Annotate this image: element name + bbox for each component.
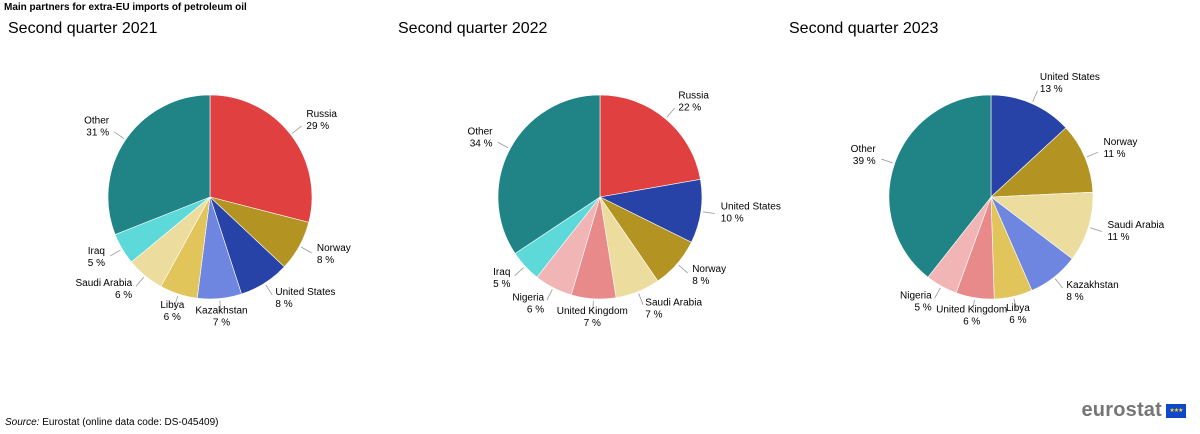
slice-label-kazakhstan: Kazakhstan: [1066, 280, 1118, 291]
pie-slice-other: [888, 94, 992, 278]
slice-value-nigeria: 5 %: [914, 303, 931, 314]
slice-value-norway: 8 %: [692, 276, 709, 287]
pie-slice-other: [497, 94, 601, 254]
slice-label-libya: Libya: [1006, 303, 1030, 314]
eu-flag-icon: ★★★: [1166, 403, 1186, 418]
leader-line-libya: [1013, 298, 1017, 311]
leader-line-united-states: [265, 284, 273, 296]
pie-slice-united-states: [990, 94, 1067, 198]
slice-value-kazakhstan: 7 %: [213, 318, 230, 329]
slice-value-iraq: 5 %: [493, 279, 510, 290]
slice-label-kazakhstan: Kazakhstan: [195, 306, 247, 317]
slice-label-other: Other: [467, 126, 493, 137]
slice-label-other: Other: [84, 115, 110, 126]
slice-value-saudi-arabia: 6 %: [115, 290, 132, 301]
leader-line-russia: [291, 125, 302, 134]
slice-value-russia: 29 %: [306, 121, 329, 132]
slice-label-united-kingdom: United Kingdom: [936, 305, 1007, 316]
slice-value-other: 31 %: [86, 127, 109, 138]
leader-line-nigeria: [546, 289, 553, 301]
slice-label-saudi-arabia: Saudi Arabia: [75, 278, 132, 289]
slice-label-russia: Russia: [306, 109, 337, 120]
pie-title-2023: Second quarter 2023: [789, 20, 939, 37]
slice-value-other: 34 %: [470, 138, 493, 149]
slice-label-nigeria: Nigeria: [512, 292, 544, 303]
slice-label-united-kingdom: United Kingdom: [557, 306, 628, 317]
pie-title-2021: Second quarter 2021: [8, 20, 158, 37]
source-note: Source: Eurostat (online data code: DS-0…: [5, 417, 218, 428]
leader-line-other: [881, 158, 893, 164]
slice-label-nigeria: Nigeria: [900, 291, 932, 302]
slice-value-libya: 6 %: [1009, 315, 1026, 326]
slice-label-russia: Russia: [678, 91, 709, 102]
leader-line-norway: [678, 264, 688, 274]
leader-line-saudi-arabia: [1090, 227, 1102, 232]
slice-label-saudi-arabia: Saudi Arabia: [645, 297, 702, 308]
slice-value-saudi-arabia: 7 %: [645, 309, 662, 320]
leader-line-other: [497, 141, 509, 149]
leader-line-norway: [300, 246, 312, 254]
leader-line-saudi-arabia: [135, 276, 145, 287]
chart-title: Main partners for extra-EU imports of pe…: [4, 2, 247, 13]
pie-slice-saudi-arabia: [990, 191, 1094, 260]
pie-title-2022: Second quarter 2022: [398, 20, 548, 37]
slice-label-united-states: United States: [721, 201, 781, 212]
slice-value-nigeria: 6 %: [527, 304, 544, 315]
leader-line-iraq: [109, 249, 121, 257]
leader-line-united-states: [1032, 90, 1038, 102]
leader-line-nigeria: [934, 287, 941, 299]
slice-label-united-states: United States: [1040, 72, 1100, 83]
slice-value-united-states: 8 %: [275, 299, 292, 310]
slice-value-united-states: 10 %: [721, 213, 744, 224]
slice-value-united-kingdom: 7 %: [584, 318, 601, 329]
leader-line-kazakhstan: [219, 300, 222, 313]
slice-label-norway: Norway: [1104, 137, 1138, 148]
leader-line-iraq: [514, 267, 524, 277]
slice-label-norway: Norway: [317, 243, 351, 254]
eurostat-logo: eurostat ★★★: [1081, 399, 1186, 422]
slice-label-iraq: Iraq: [493, 267, 510, 278]
slice-value-libya: 6 %: [164, 312, 181, 323]
leader-line-kazakhstan: [1054, 278, 1064, 289]
slice-value-iraq: 5 %: [88, 258, 105, 269]
leader-line-other: [113, 131, 125, 139]
leader-line-united-kingdom: [972, 299, 975, 312]
leader-line-saudi-arabia: [638, 293, 644, 305]
leader-line-russia: [666, 107, 675, 118]
pie-slice-other: [107, 94, 211, 235]
pie-slice-norway: [990, 127, 1094, 198]
source-text: Eurostat (online data code: DS-045409): [42, 417, 219, 428]
slice-value-russia: 22 %: [678, 103, 701, 114]
leader-line-united-kingdom: [592, 300, 594, 313]
slice-label-norway: Norway: [692, 264, 726, 275]
pie-slice-russia: [209, 94, 313, 223]
slice-label-saudi-arabia: Saudi Arabia: [1108, 220, 1165, 231]
slice-label-iraq: Iraq: [88, 246, 105, 257]
leader-line-libya: [173, 295, 179, 308]
slice-value-norway: 8 %: [317, 255, 334, 266]
slice-value-other: 39 %: [853, 156, 876, 167]
slice-label-united-states: United States: [275, 287, 335, 298]
source-label: Source:: [5, 417, 40, 428]
slice-label-other: Other: [851, 144, 877, 155]
slice-value-saudi-arabia: 11 %: [1108, 232, 1130, 243]
pie-slice-russia: [599, 94, 701, 198]
brand-name: eurostat: [1081, 399, 1162, 421]
slice-value-united-states: 13 %: [1040, 84, 1063, 95]
leader-line-united-states: [702, 211, 715, 214]
slice-value-kazakhstan: 8 %: [1066, 292, 1083, 303]
slice-value-norway: 11 %: [1104, 149, 1126, 160]
leader-line-norway: [1086, 151, 1099, 158]
slice-value-united-kingdom: 6 %: [963, 317, 980, 328]
slice-label-libya: Libya: [160, 300, 184, 311]
